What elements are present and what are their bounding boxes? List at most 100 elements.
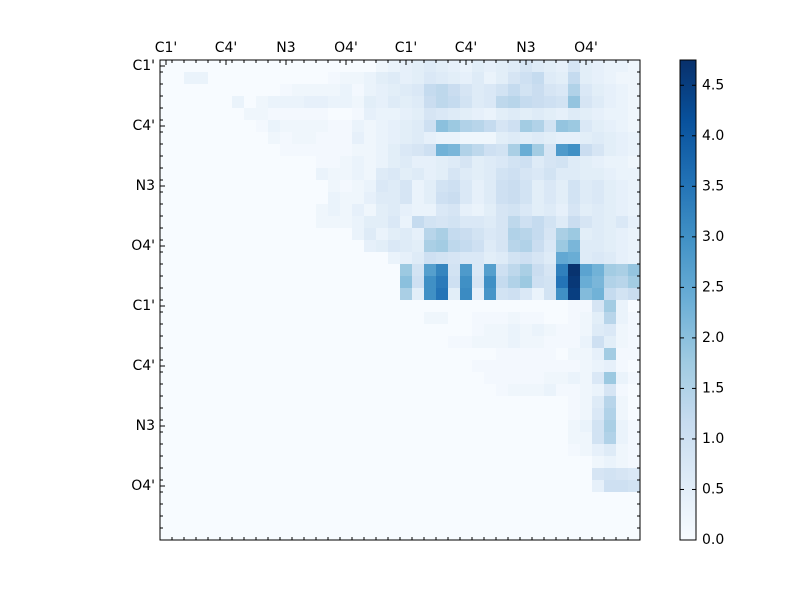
cell (340, 504, 353, 517)
cell (544, 180, 557, 193)
cell (424, 360, 437, 373)
cell (424, 348, 437, 361)
cell (364, 312, 377, 325)
colorbar-tick-label: 4.0 (702, 128, 724, 144)
cell (592, 120, 605, 133)
cell (436, 72, 449, 85)
colorbar-tick-label: 3.5 (702, 178, 724, 194)
cell (352, 288, 365, 301)
cell (448, 216, 461, 229)
cell (436, 360, 449, 373)
cell (544, 156, 557, 169)
cell (448, 204, 461, 217)
cell (184, 240, 197, 253)
cell (364, 252, 377, 265)
cell (592, 132, 605, 145)
cell (316, 516, 329, 529)
cell (520, 432, 533, 445)
cell (520, 360, 533, 373)
cell (580, 324, 593, 337)
cell (280, 204, 293, 217)
cell (172, 132, 185, 145)
cell (268, 168, 281, 181)
cell (580, 228, 593, 241)
cell (472, 108, 485, 121)
cell (556, 192, 569, 205)
cell (340, 420, 353, 433)
cell (556, 408, 569, 421)
cell (568, 264, 581, 277)
cell (256, 228, 269, 241)
cell (400, 300, 413, 313)
cell (280, 516, 293, 529)
cell (520, 60, 533, 73)
cell (424, 96, 437, 109)
cell (556, 180, 569, 193)
cell (448, 516, 461, 529)
cell (388, 528, 401, 541)
cell (580, 132, 593, 145)
cell (532, 216, 545, 229)
cell (196, 300, 209, 313)
cell (604, 228, 617, 241)
cell (196, 60, 209, 73)
cell (448, 264, 461, 277)
cell (628, 156, 641, 169)
cell (472, 408, 485, 421)
cell (196, 168, 209, 181)
cell (388, 228, 401, 241)
cell (616, 60, 629, 73)
cell (424, 72, 437, 85)
cell (232, 408, 245, 421)
cell (568, 480, 581, 493)
cell (220, 312, 233, 325)
cell (556, 240, 569, 253)
cell (580, 156, 593, 169)
cell (352, 276, 365, 289)
cell (376, 468, 389, 481)
cell (220, 360, 233, 373)
cell (184, 336, 197, 349)
cell (328, 348, 341, 361)
cell (388, 312, 401, 325)
cell (388, 276, 401, 289)
cell (400, 132, 413, 145)
cell (268, 180, 281, 193)
cell (412, 348, 425, 361)
cell (508, 72, 521, 85)
cell (592, 192, 605, 205)
cell (448, 108, 461, 121)
colorbar (679, 59, 697, 541)
cell (172, 156, 185, 169)
cell (268, 156, 281, 169)
cell (316, 60, 329, 73)
cell (244, 168, 257, 181)
cell (628, 192, 641, 205)
cell (532, 72, 545, 85)
cell (472, 432, 485, 445)
cell (364, 156, 377, 169)
cell (484, 516, 497, 529)
cell (172, 300, 185, 313)
cell (568, 216, 581, 229)
cell (352, 444, 365, 457)
cell (496, 168, 509, 181)
cell (340, 492, 353, 505)
cell (160, 432, 173, 445)
cell (616, 144, 629, 157)
cell (484, 108, 497, 121)
cell (376, 360, 389, 373)
cell (544, 516, 557, 529)
x-tick-label: C4' (215, 40, 238, 56)
cell (376, 204, 389, 217)
cell (628, 372, 641, 385)
cell (508, 468, 521, 481)
cell (532, 348, 545, 361)
cell (172, 204, 185, 217)
cell (244, 240, 257, 253)
cell (508, 204, 521, 217)
cell (628, 288, 641, 301)
cell (592, 348, 605, 361)
cell (256, 300, 269, 313)
